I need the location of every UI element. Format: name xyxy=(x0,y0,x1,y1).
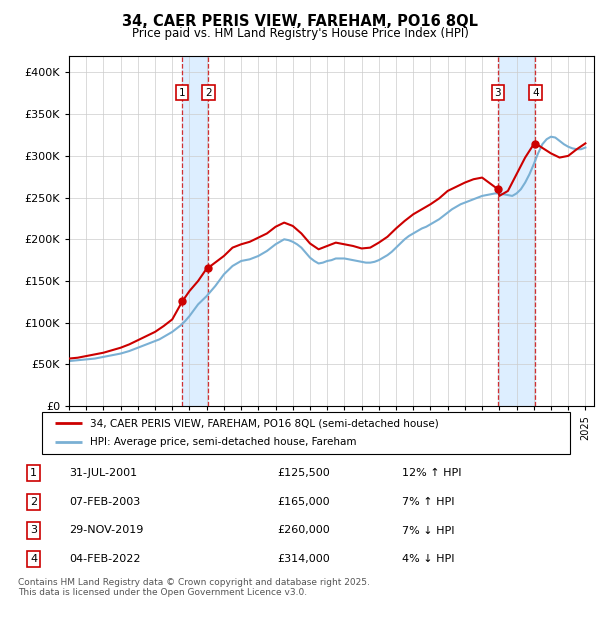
Text: 2: 2 xyxy=(30,497,37,507)
Text: 04-FEB-2022: 04-FEB-2022 xyxy=(69,554,140,564)
Text: £165,000: £165,000 xyxy=(277,497,330,507)
Text: 2: 2 xyxy=(205,87,212,97)
Text: 4% ↓ HPI: 4% ↓ HPI xyxy=(401,554,454,564)
Text: £314,000: £314,000 xyxy=(277,554,330,564)
Text: 34, CAER PERIS VIEW, FAREHAM, PO16 8QL (semi-detached house): 34, CAER PERIS VIEW, FAREHAM, PO16 8QL (… xyxy=(89,418,438,428)
Text: £125,500: £125,500 xyxy=(277,468,330,478)
Text: £260,000: £260,000 xyxy=(277,526,330,536)
Text: 4: 4 xyxy=(30,554,37,564)
Text: Price paid vs. HM Land Registry's House Price Index (HPI): Price paid vs. HM Land Registry's House … xyxy=(131,27,469,40)
Text: 3: 3 xyxy=(30,526,37,536)
Text: 3: 3 xyxy=(494,87,501,97)
Text: 12% ↑ HPI: 12% ↑ HPI xyxy=(401,468,461,478)
Text: 31-JUL-2001: 31-JUL-2001 xyxy=(69,468,137,478)
Bar xyxy=(182,56,208,406)
Bar xyxy=(498,56,535,406)
Text: 07-FEB-2003: 07-FEB-2003 xyxy=(69,497,140,507)
Text: 1: 1 xyxy=(179,87,185,97)
Text: 34, CAER PERIS VIEW, FAREHAM, PO16 8QL: 34, CAER PERIS VIEW, FAREHAM, PO16 8QL xyxy=(122,14,478,29)
Text: 7% ↓ HPI: 7% ↓ HPI xyxy=(401,526,454,536)
Text: 29-NOV-2019: 29-NOV-2019 xyxy=(69,526,143,536)
Text: 7% ↑ HPI: 7% ↑ HPI xyxy=(401,497,454,507)
Text: Contains HM Land Registry data © Crown copyright and database right 2025.
This d: Contains HM Land Registry data © Crown c… xyxy=(18,578,370,597)
Text: HPI: Average price, semi-detached house, Fareham: HPI: Average price, semi-detached house,… xyxy=(89,438,356,448)
Text: 4: 4 xyxy=(532,87,539,97)
Text: 1: 1 xyxy=(30,468,37,478)
